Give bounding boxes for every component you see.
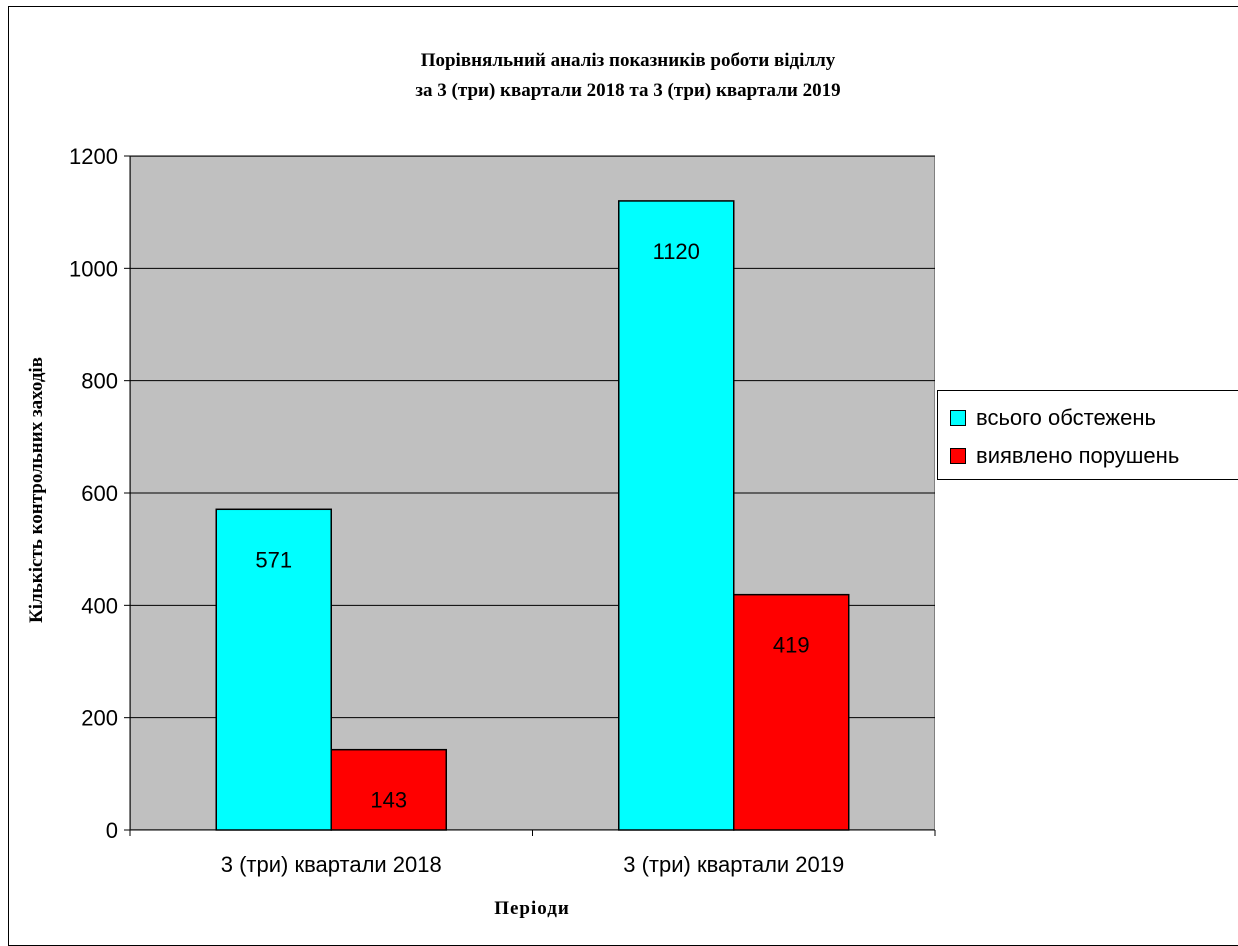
x-tick-label: 3 (три) квартали 2018 [221, 852, 442, 877]
y-tick-label: 1000 [69, 256, 118, 281]
legend-label-violations: виявлено порушень [976, 443, 1180, 468]
legend: всього обстежень виявлено порушень [937, 390, 1238, 480]
legend-swatch-violations [950, 448, 966, 464]
y-tick-label: 200 [81, 706, 118, 731]
y-tick-label: 400 [81, 593, 118, 618]
y-tick-label: 1200 [69, 144, 118, 169]
bar-violations [733, 593, 850, 831]
x-tick-label: 3 (три) квартали 2019 [623, 852, 844, 877]
legend-item-violations: виявлено порушень [950, 441, 1179, 471]
chart-title-line-1: Порівняльний аналіз показників роботи ві… [420, 50, 836, 71]
x-axis-label: Періоди [494, 898, 570, 919]
y-tick-label: 800 [81, 369, 118, 394]
y-tick-label: 0 [106, 818, 118, 843]
chart-title-line-2: за 3 (три) квартали 2018 та 3 (три) квар… [415, 80, 841, 101]
bar-violations [330, 748, 447, 831]
bar-data-label: 143 [370, 788, 407, 813]
bar-total [215, 508, 332, 831]
y-tick-label: 600 [81, 481, 118, 506]
legend-label-total: всього обстежень [976, 405, 1156, 430]
bar-total [618, 200, 735, 831]
legend-item-total: всього обстежень [950, 403, 1156, 433]
chart-title: Порівняльний аналіз показників роботи ві… [0, 46, 1238, 106]
y-axis-label: Кількість контрольних заходів [26, 357, 47, 623]
bar-data-label: 571 [255, 547, 292, 572]
bar-data-label: 1120 [653, 239, 700, 264]
legend-swatch-total [950, 410, 966, 426]
bar-data-label: 419 [773, 633, 810, 658]
